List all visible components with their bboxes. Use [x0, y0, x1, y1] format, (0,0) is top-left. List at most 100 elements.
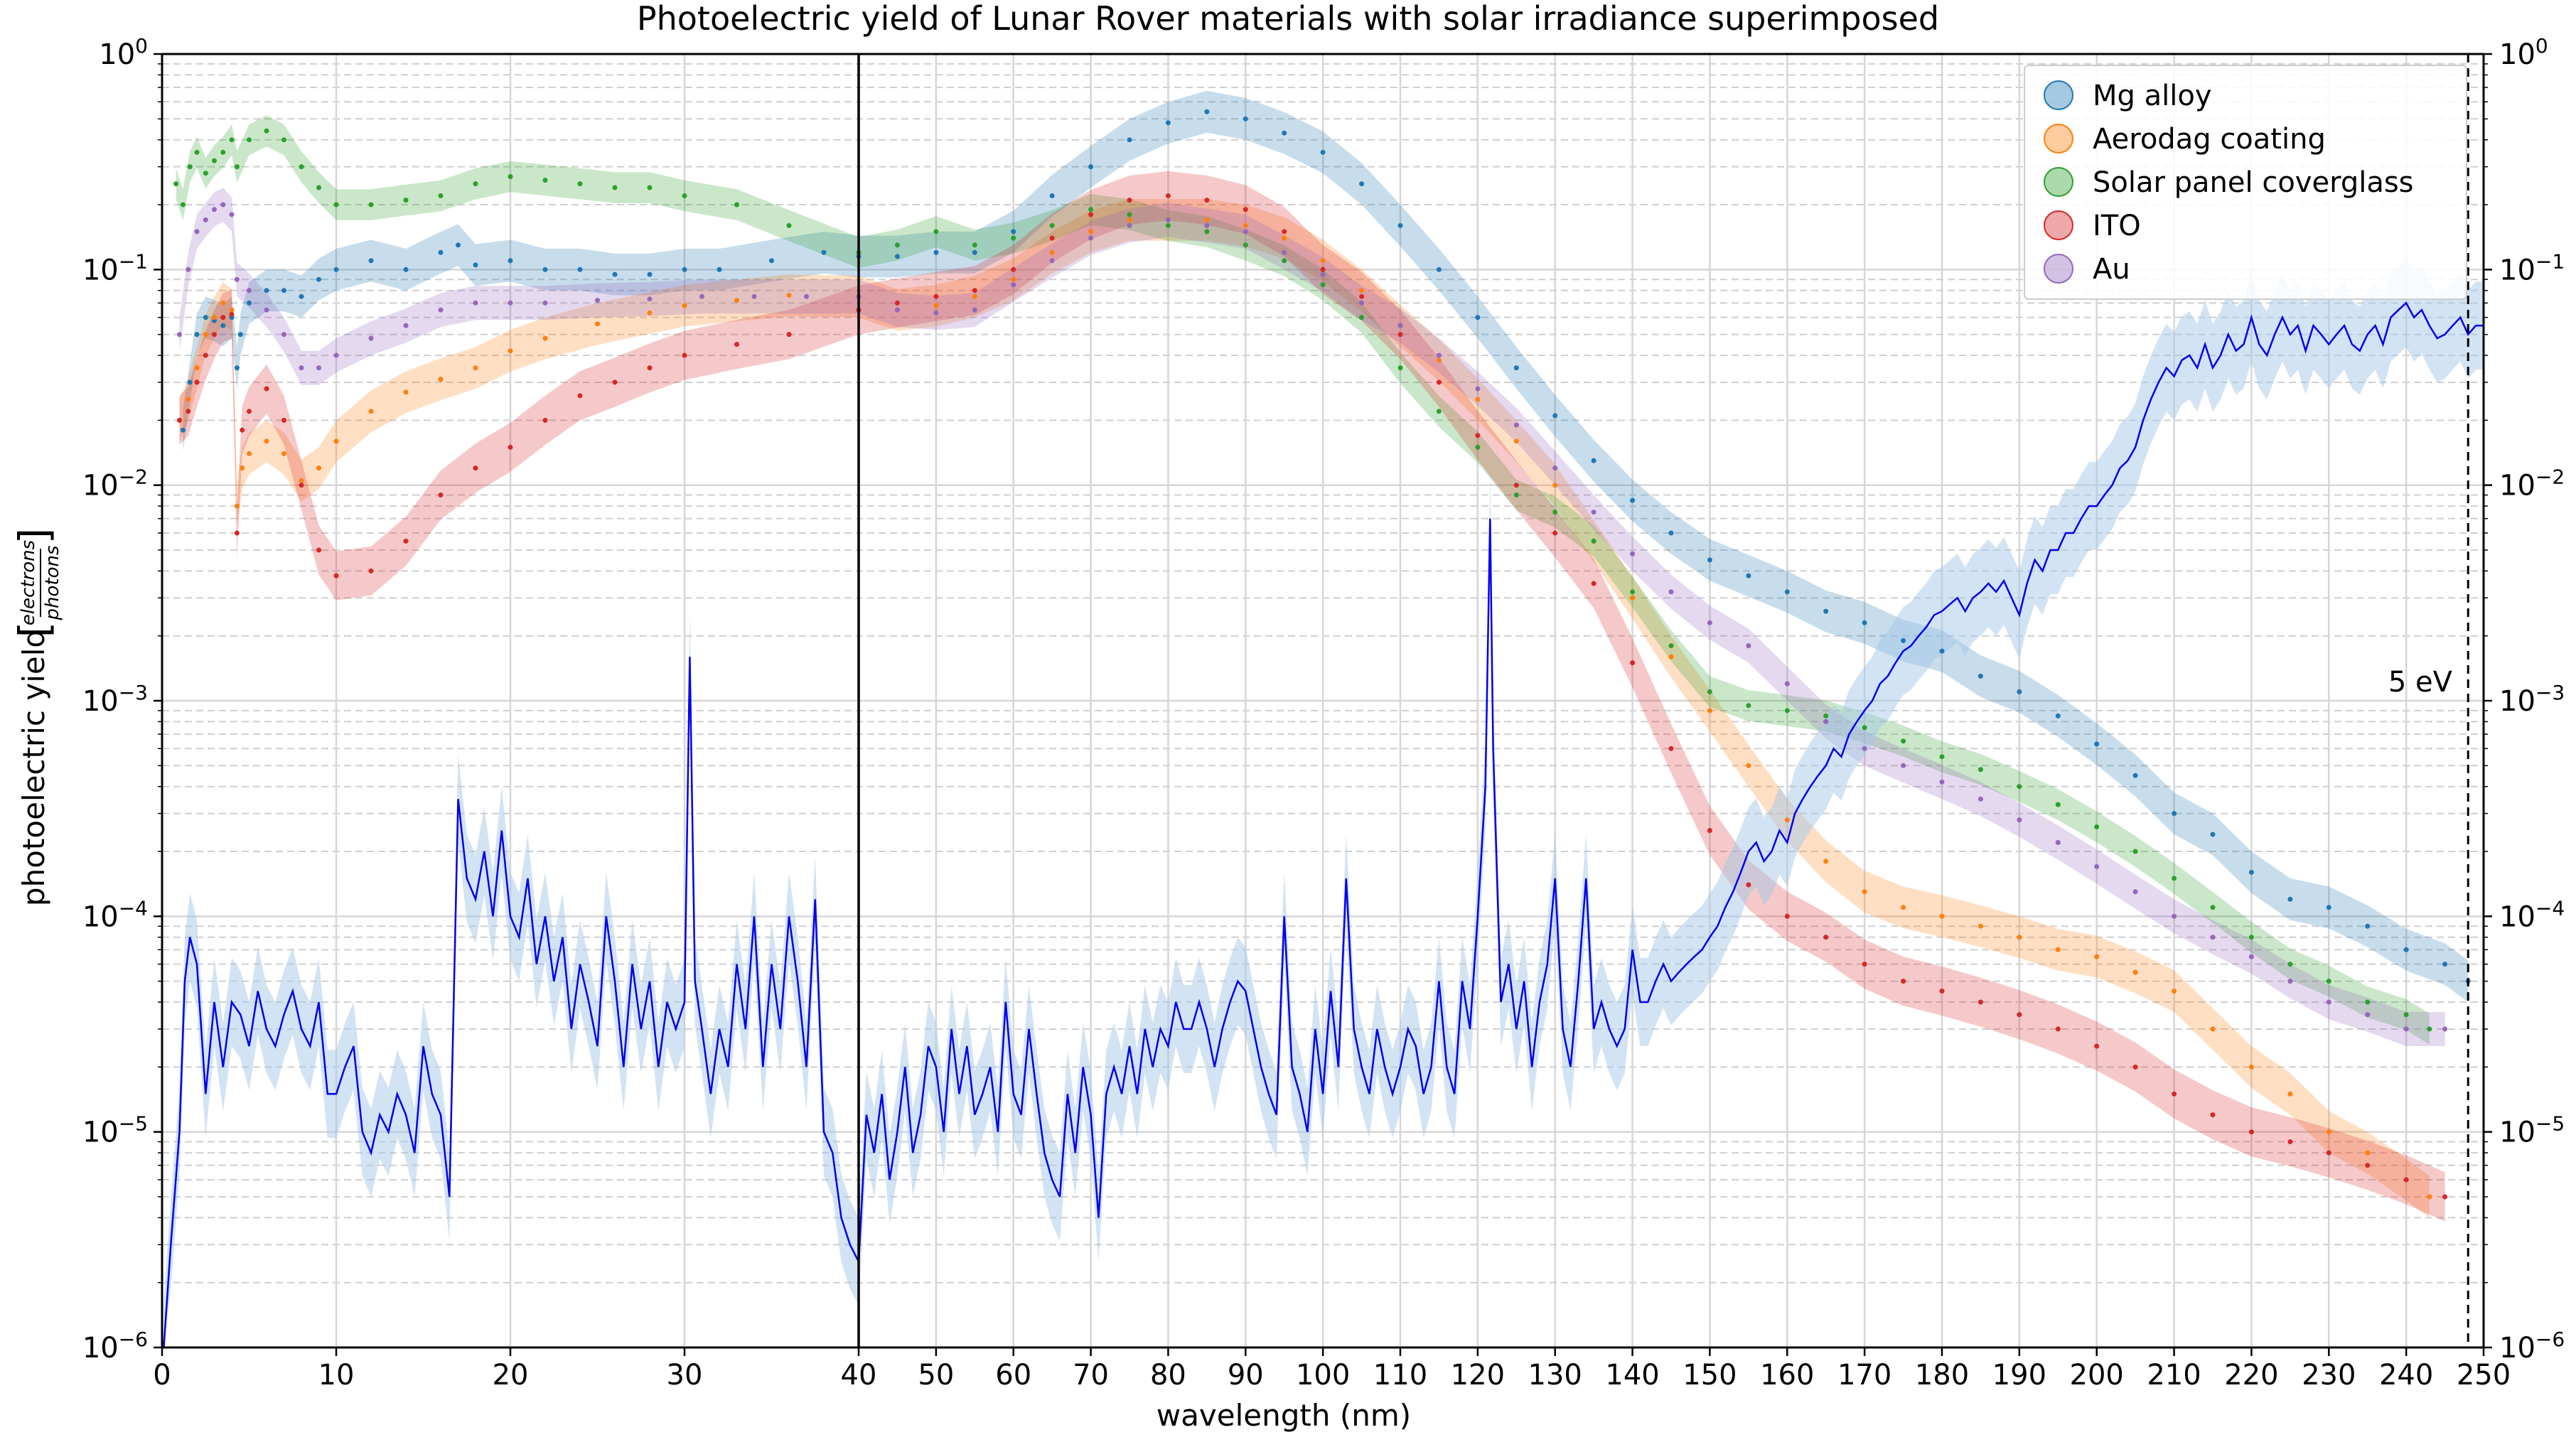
data-point [1127, 198, 1132, 203]
right-y-tick-label: 10−5 [2499, 1112, 2565, 1149]
x-tick-label: 100 [1296, 1359, 1350, 1392]
data-point [187, 164, 193, 170]
data-point [299, 164, 304, 170]
data-point [368, 335, 374, 341]
data-point [1282, 235, 1287, 241]
data-point [316, 547, 321, 553]
y-axis-label: photoelectric yield [16, 629, 51, 906]
data-point [264, 438, 269, 444]
data-point [1204, 198, 1210, 203]
data-point [2210, 935, 2216, 940]
data-point [2248, 954, 2254, 959]
data-point [299, 294, 304, 299]
data-point [2326, 999, 2331, 1005]
data-point [2287, 1139, 2293, 1144]
data-point [2403, 1177, 2409, 1183]
data-point [2132, 849, 2138, 854]
data-point [1088, 207, 1094, 212]
data-point [1591, 538, 1596, 544]
data-point [368, 568, 374, 574]
x-tick-label: 20 [493, 1359, 529, 1392]
legend-label: Mg alloy [2093, 80, 2212, 112]
data-point [316, 185, 321, 190]
data-point [577, 267, 583, 272]
data-point [1630, 660, 1636, 666]
data-point [1823, 719, 1829, 724]
data-point [542, 300, 548, 306]
data-point [1397, 323, 1403, 328]
x-tick-label: 160 [1760, 1359, 1814, 1392]
right-y-tick-label: 10−2 [2499, 466, 2565, 502]
data-point [1784, 708, 1790, 714]
data-point [972, 307, 977, 313]
data-point [769, 258, 774, 264]
band-layer [163, 90, 2484, 1347]
data-point [194, 149, 200, 155]
data-point [1127, 212, 1132, 217]
data-point [1862, 620, 1867, 625]
data-point [368, 409, 374, 414]
data-point [220, 300, 226, 306]
data-point [682, 193, 687, 198]
data-point [933, 310, 939, 316]
data-point [1475, 397, 1481, 402]
data-point [1939, 913, 1945, 919]
data-point [368, 202, 374, 208]
data-point [2287, 1091, 2293, 1097]
data-point [264, 128, 269, 134]
axes-layer: 0 10 20 30 40 50 60 70 80 90 100 110 120 130 140 150 160… [82, 34, 2565, 1392]
data-point [1127, 217, 1132, 222]
data-point [2248, 935, 2254, 940]
data-point [804, 294, 809, 299]
data-point [894, 242, 900, 248]
data-point [1823, 608, 1829, 614]
data-point [2017, 1012, 2022, 1018]
data-point [264, 307, 269, 313]
x-tick-label: 210 [2147, 1359, 2201, 1392]
right-y-tick-label: 10−6 [2499, 1328, 2565, 1365]
data-point [1475, 444, 1481, 450]
data-point [1630, 551, 1636, 556]
data-point [1088, 164, 1094, 170]
data-point [247, 288, 252, 294]
legend: Mg alloy Aerodag coating Solar panel cover… [2024, 65, 2467, 300]
data-point [1049, 235, 1055, 241]
data-point [508, 444, 513, 450]
data-point [316, 276, 321, 282]
data-point [894, 307, 900, 313]
data-point [508, 300, 513, 306]
data-point [473, 365, 478, 371]
data-point [194, 332, 200, 338]
data-point [316, 466, 321, 471]
data-point [1282, 130, 1287, 136]
data-point [2442, 962, 2448, 967]
data-point [473, 181, 478, 187]
data-point [229, 311, 235, 317]
data-point [1475, 315, 1481, 321]
data-point [734, 342, 739, 347]
data-point [1204, 229, 1210, 235]
data-point [972, 294, 977, 299]
data-point [220, 323, 226, 328]
x-tick-label: 40 [841, 1359, 877, 1392]
data-point [1901, 738, 1906, 744]
data-point [281, 332, 286, 338]
x-tick-label: 120 [1451, 1359, 1505, 1392]
data-point [894, 254, 900, 259]
data-point [403, 323, 409, 328]
data-point [247, 409, 252, 414]
data-point [1746, 703, 1751, 709]
data-point [1862, 889, 1867, 895]
data-point [2427, 1194, 2432, 1200]
data-point [1630, 595, 1636, 601]
data-point [577, 181, 583, 187]
data-point [1011, 267, 1016, 272]
data-point [368, 258, 374, 264]
x-tick-label: 150 [1683, 1359, 1737, 1392]
data-point [1977, 923, 1983, 929]
data-point [220, 149, 226, 155]
data-point [1707, 620, 1712, 625]
data-point [1011, 229, 1016, 235]
data-point [281, 451, 286, 456]
